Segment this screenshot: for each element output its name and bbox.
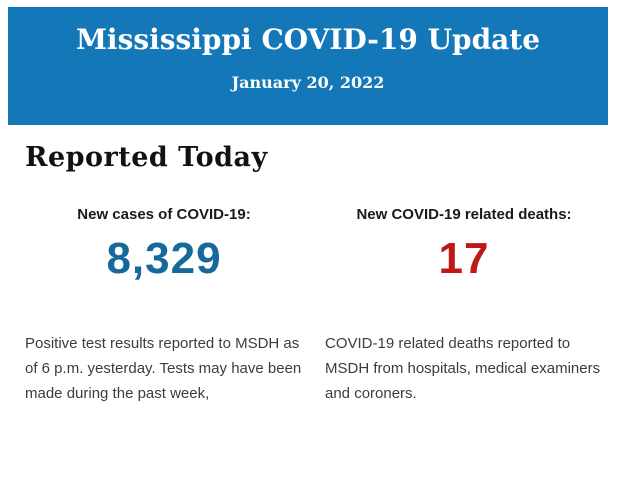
stat-new-cases: New cases of COVID-19: 8,329 Positive te… <box>25 206 303 406</box>
new-deaths-description: COVID-19 related deaths reported to MSDH… <box>325 335 601 402</box>
new-deaths-value: 17 <box>438 234 490 283</box>
report-heading: Reported Today <box>25 142 268 173</box>
banner: Mississippi COVID-19 Update January 20, … <box>8 7 608 125</box>
new-cases-value: 8,329 <box>106 234 222 283</box>
report-section: Reported Today New cases of COVID-19: 8,… <box>0 125 620 406</box>
new-deaths-label: New COVID-19 related deaths: <box>356 206 572 223</box>
banner-date: January 20, 2022 <box>231 73 385 93</box>
banner-title: Mississippi COVID-19 Update <box>75 23 541 56</box>
stats-grid: New cases of COVID-19: 8,329 Positive te… <box>25 206 600 406</box>
stat-new-deaths: New COVID-19 related deaths: 17 COVID-19… <box>325 206 603 406</box>
new-cases-label: New cases of COVID-19: <box>77 206 251 223</box>
new-cases-description: Positive test results reported to MSDH a… <box>25 335 302 402</box>
